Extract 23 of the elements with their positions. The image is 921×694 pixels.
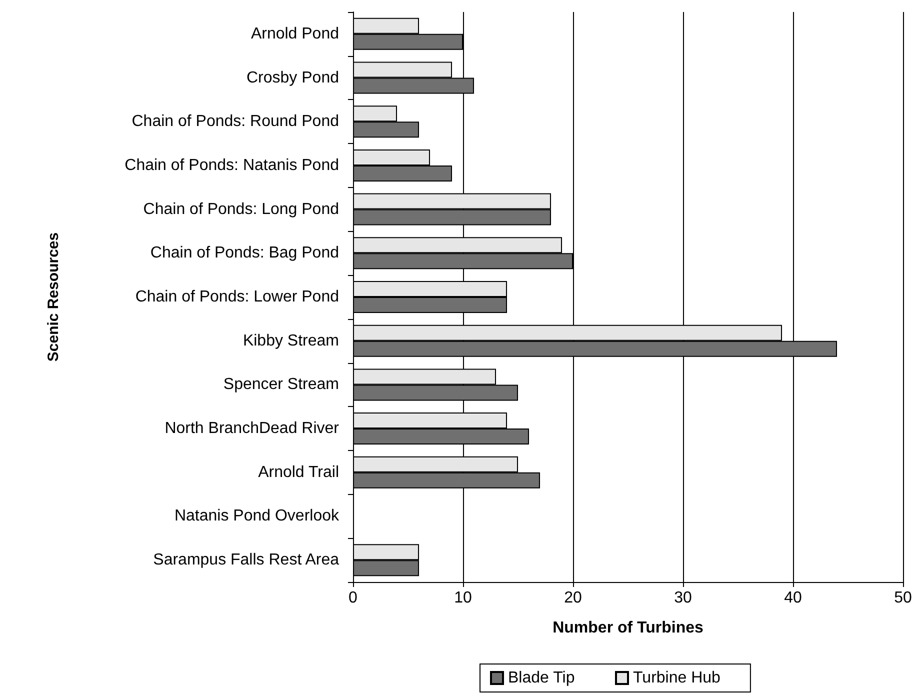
y-tick-label: Kibby Stream [242,332,339,350]
legend-label: Turbine Hub [633,670,721,686]
y-tick-label: Chain of Ponds: Round Pond [132,113,339,130]
y-tick-label: Chain of Ponds: Long Pond [143,200,339,218]
y-tick-label: Chain of Ponds: Lower Pond [135,288,339,306]
y-tick-label: Arnold Trail [258,464,339,481]
y-tick-label: Spencer Stream [223,376,339,394]
x-tick-label: 40 [784,590,802,606]
y-tick-label: Crosby Pond [246,69,339,86]
x-tick-label: 20 [564,590,582,606]
x-tick-label: 0 [348,590,358,606]
y-axis-title: Scenic Resources [45,232,62,362]
x-tick-label: 30 [674,590,692,606]
y-tick-label: Chain of Ponds: Natanis Pond [124,156,339,174]
y-tick-label: Arnold Pond [250,25,339,42]
y-tick-label: Sarampus Falls Rest Area [153,552,340,569]
x-axis-title: Number of Turbines [552,620,704,636]
y-tick-label: North BranchDead River [164,420,340,438]
x-tick-label: 50 [894,590,912,606]
y-tick-label: Natanis Pond Overlook [174,508,340,525]
y-tick-label: Chain of Ponds: Bag Pond [150,244,339,262]
legend-label: Blade Tip [508,670,575,686]
x-tick-label: 10 [454,590,472,606]
